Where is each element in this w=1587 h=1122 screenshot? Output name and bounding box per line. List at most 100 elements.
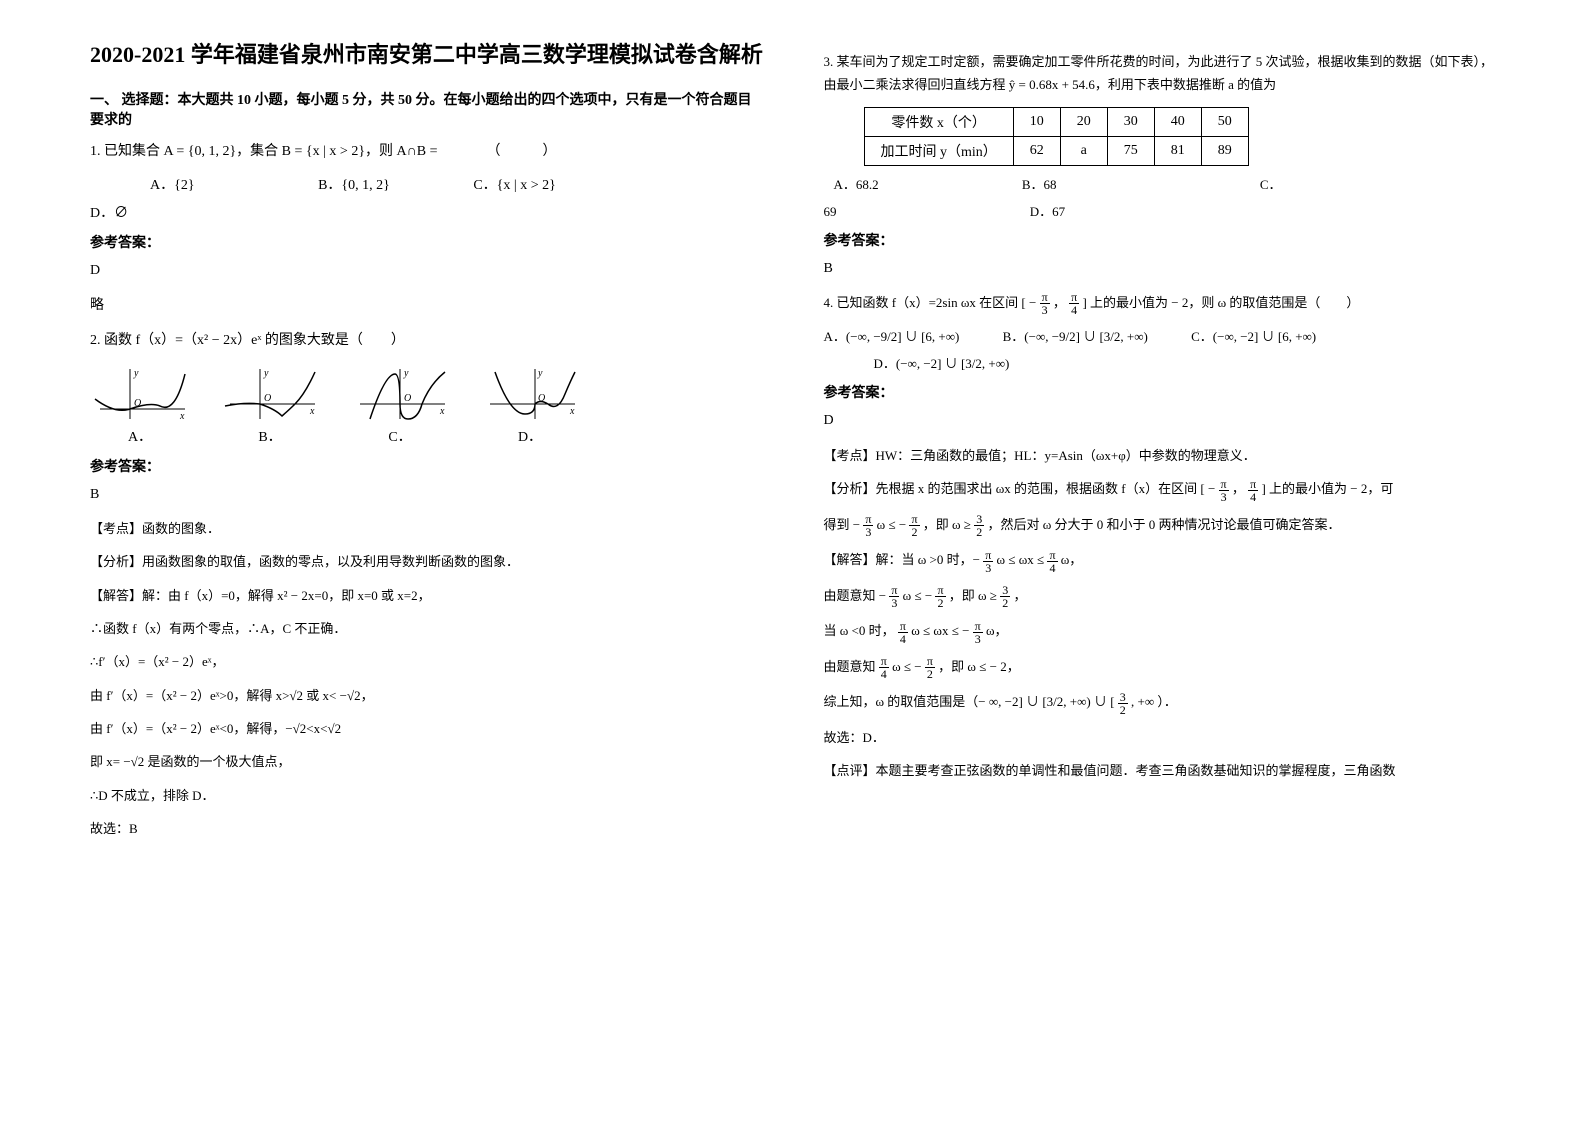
curve-icon: O x y [350,364,450,424]
fraction-icon: π3 [863,513,873,538]
q4-stem-part1: 4. 已知函数 f（x）=2sin ωx 在区间 [ − [824,295,1037,310]
fraction-icon: 32 [1118,691,1128,716]
q2-e6: 由 f′（x）=（x² − 2）eˣ>0，解得 x>√2 或 x< −√2， [90,684,764,707]
q3-options-row2: 69 D．67 [824,201,1498,220]
fraction-icon: π4 [898,620,908,645]
fraction-icon: 32 [974,513,984,538]
q2-stem: 2. 函数 f（x）=（x² − 2x）eˣ 的图象大致是（ ） [90,328,764,353]
text: ，即 ω ≤ − 2， [938,659,1020,674]
fraction-icon: π3 [1219,478,1229,503]
q4-e6: 当 ω <0 时， π4 ω ≤ ωx ≤ − π3 ω， [824,619,1498,645]
svg-text:x: x [179,411,185,422]
svg-text:y: y [403,368,409,379]
svg-text:O: O [404,393,411,404]
table-cell: 40 [1154,107,1201,136]
q1-stem: 1. 已知集合 A = {0, 1, 2}，集合 B = {x | x > 2}… [90,139,764,164]
svg-text:x: x [569,406,575,417]
table-cell: 62 [1013,136,1060,165]
table-cell: 81 [1154,136,1201,165]
q3-opt-b: B．68 [1022,174,1057,193]
text: ω ≤ ωx ≤ [997,552,1045,567]
fraction-icon: π3 [889,584,899,609]
q2-e8: 即 x= −√2 是函数的一个极大值点， [90,750,764,773]
q4-stem: 4. 已知函数 f（x）=2sin ωx 在区间 [ − π3 ， π4 ] 上… [824,291,1498,317]
fraction-icon: 32 [1000,584,1010,609]
table-cell: 89 [1201,136,1248,165]
q4-answer: D [824,408,1498,433]
svg-text:y: y [537,368,543,379]
q2-answer-label: 参考答案： [90,456,764,476]
text: ω ≤ − [877,517,907,532]
q4-e5: 由题意知 − π3 ω ≤ − π2 ，即 ω ≥ 32 ， [824,584,1498,610]
q1-opt-d: D．∅ [90,202,128,222]
text: ∪ [ [1094,694,1115,709]
q1-opt-c: C．{x | x > 2} [473,174,555,194]
q4-stem-part2: ， [1053,295,1066,310]
q2-graphs: O x y A． O x y B． O x y [90,364,764,446]
right-column: 3. 某车间为了规定工时定额，需要确定加工零件所花费的时间，为此进行了 5 次试… [794,40,1528,1082]
q4-e8: 综上知，ω 的取值范围是（− ∞, −2] ∪ [3/2, +∞) ∪ [ 32… [824,690,1498,716]
q2-e7: 由 f′（x）=（x² − 2）eˣ<0，解得，−√2<x<√2 [90,717,764,740]
q4-opt-d: D．(−∞, −2] ∪ [3/2, +∞) [874,353,1010,372]
curve-icon: O x y [480,364,580,424]
svg-text:y: y [133,368,139,379]
table-header: 零件数 x（个） [864,107,1013,136]
text: 由题意知 − [824,588,887,603]
q4-opt-c: C．(−∞, −2] ∪ [6, +∞) [1191,326,1316,345]
text: ，即 ω ≥ [949,588,997,603]
fraction-icon: π4 [1047,549,1057,574]
q3-answer: B [824,256,1498,281]
text: ] 上的最小值为 − 2，可 [1261,481,1393,496]
q2-e9: ∴D 不成立，排除 D． [90,784,764,807]
q2-e4: ∴函数 f（x）有两个零点，∴A，C 不正确． [90,617,764,640]
table-cell: 10 [1013,107,1060,136]
q2-graph-a: O x y A． [90,364,190,446]
curve-icon: O x y [220,364,320,424]
text: ω ≤ − [892,659,922,674]
q4-options-row1: A．(−∞, −9/2] ∪ [6, +∞) B．(−∞, −9/2] ∪ [3… [824,326,1498,345]
table-cell: 30 [1107,107,1154,136]
text: ， [1232,481,1245,496]
text: , +∞ [1131,694,1154,709]
q3-options-row1: A．68.2 B．68 C． [824,174,1498,193]
fraction-icon: π2 [925,655,935,680]
q1-opt-b: B．{0, 1, 2} [318,174,390,194]
q2-label-c: C． [388,426,411,446]
q4-opt-a: A．(−∞, −9/2] ∪ [6, +∞) [824,326,960,345]
left-column: 2020-2021 学年福建省泉州市南安第二中学高三数学理模拟试卷含解析 一、 … [60,40,794,1082]
fraction-icon: π3 [983,549,993,574]
q2-label-a: A． [128,426,152,446]
q1-answer: D [90,258,764,283]
q1-brief: 略 [90,293,764,318]
svg-text:x: x [439,406,445,417]
page-title: 2020-2021 学年福建省泉州市南安第二中学高三数学理模拟试卷含解析 [90,40,764,71]
text: 【解答】解：当 ω >0 时，− [824,552,980,567]
q2-label-b: B． [258,426,281,446]
q3-opt-c: C． [1260,174,1282,193]
text: 综上知，ω 的取值范围是（− [824,694,986,709]
curve-icon: O x y [90,364,190,424]
text: ， [1013,588,1026,603]
text: ω， [1061,552,1083,567]
q1-answer-label: 参考答案： [90,232,764,252]
q2-graph-c: O x y C． [350,364,450,446]
q2-e2: 【分析】用函数图象的取值，函数的零点，以及利用导数判断函数的图象． [90,550,764,573]
q2-e5: ∴f′（x）=（x² − 2）eˣ， [90,650,764,673]
table-cell: 50 [1201,107,1248,136]
q3-answer-label: 参考答案： [824,230,1498,250]
text: ω ≤ ωx ≤ − [911,623,969,638]
text: ）． [1157,694,1177,709]
q1-opt-a: A．{2} [150,174,195,194]
q4-e10: 【点评】本题主要考查正弦函数的单调性和最值问题．考查三角函数基础知识的掌握程度，… [824,759,1498,782]
q4-e2: 【分析】先根据 x 的范围求出 ωx 的范围，根据函数 f（x）在区间 [ − … [824,477,1498,503]
table-cell: a [1060,136,1107,165]
fraction-icon: π3 [1040,291,1050,316]
q3-opt-a: A．68.2 [834,174,879,193]
q3-opt-d: D．67 [1030,201,1065,220]
text: 由题意知 [824,659,876,674]
table-cell: 75 [1107,136,1154,165]
q2-answer: B [90,482,764,507]
q2-e10: 故选：B [90,817,764,840]
q2-label-d: D． [518,426,542,446]
text: ，即 ω ≥ [923,517,971,532]
